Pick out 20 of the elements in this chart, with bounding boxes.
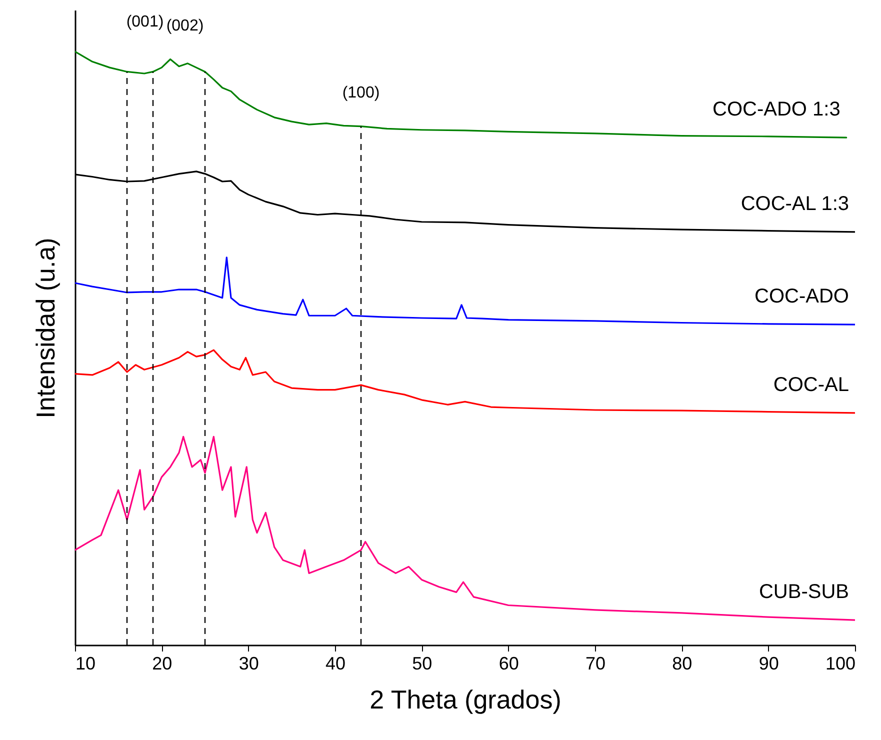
series-label: COC-AL 1:3 [740, 192, 849, 215]
x-tick-label: 10 [76, 654, 96, 674]
text: (001) [126, 14, 164, 31]
x-tick-label: 90 [758, 654, 779, 674]
series-label: COC-ADO [754, 286, 849, 308]
y-axis-title: Intensidad (u.a) [30, 238, 60, 418]
x-axis-title: 2 Theta (grados) [370, 684, 562, 714]
x-tick-label: 70 [585, 654, 606, 674]
x-tick-label: 50 [412, 654, 432, 674]
x-tick-label: 60 [498, 654, 519, 674]
annotation: (100) [342, 84, 380, 102]
x-tick-label: 30 [238, 654, 259, 674]
text: (002) [166, 18, 204, 35]
x-tick-label: 100 [825, 654, 856, 674]
series-label: COC-ADO 1:3 [712, 98, 840, 121]
series-label: CUB-SUB [758, 581, 849, 604]
series-label: COC-AL [773, 374, 849, 396]
x-tick-label: 20 [152, 654, 172, 674]
x-tick-label: 80 [672, 654, 692, 674]
x-tick-label: 40 [325, 654, 346, 674]
